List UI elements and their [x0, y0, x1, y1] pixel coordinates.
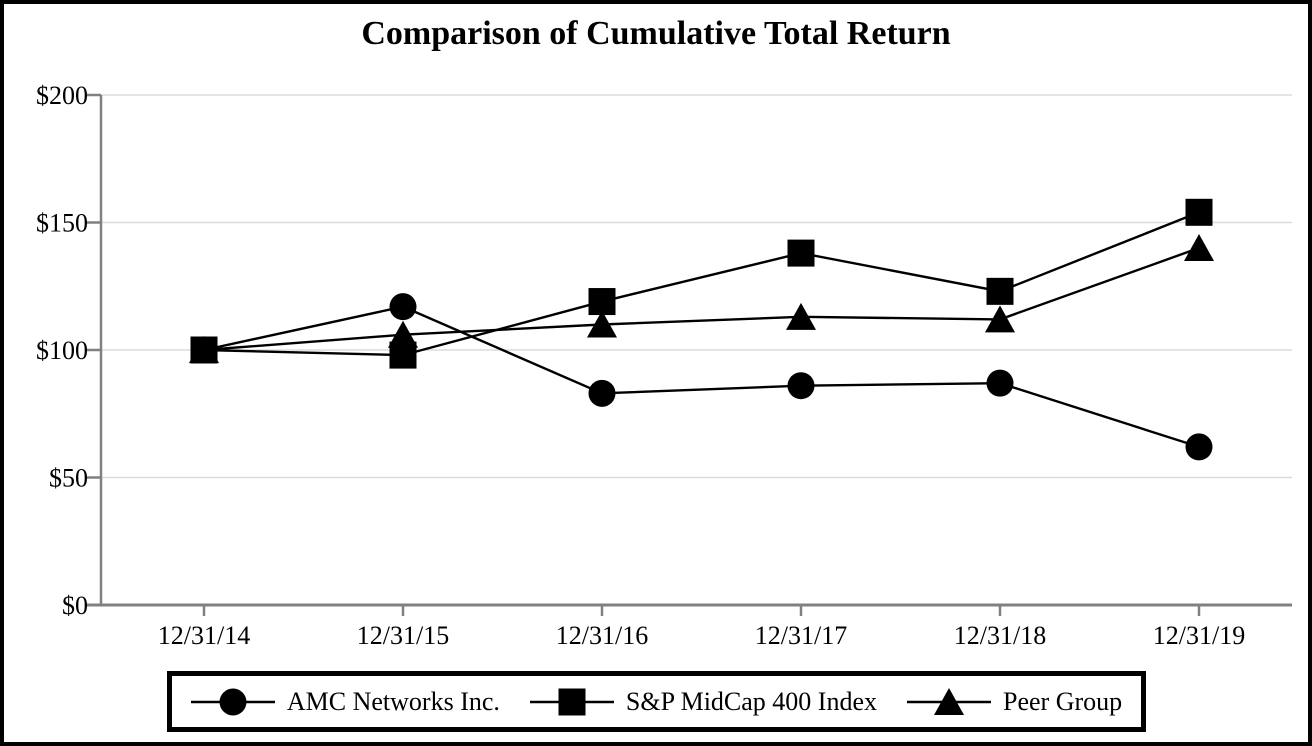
- chart-title: Comparison of Cumulative Total Return: [361, 15, 951, 52]
- circle-marker-12-31-15: [389, 293, 417, 321]
- square-glyph: [558, 688, 586, 715]
- square-marker-12-31-17: [787, 239, 815, 267]
- x-axis-label: 12/31/19: [1153, 621, 1245, 650]
- triangle-marker-icon: [907, 687, 991, 715]
- triangle-marker-12-31-16: [587, 310, 617, 338]
- circle-marker-icon: [190, 688, 275, 715]
- circle-marker-12-31-16: [588, 379, 616, 407]
- y-axis-label: $0: [62, 591, 88, 620]
- legend-label-peer-group: Peer Group: [1003, 686, 1123, 716]
- y-axis-label: $200: [36, 81, 88, 110]
- triangle-marker-12-31-18: [985, 305, 1015, 333]
- legend-label-sp-midcap: S&P MidCap 400 Index: [625, 686, 877, 716]
- triangle-glyph: [934, 687, 964, 715]
- square-marker-12-31-18: [986, 277, 1014, 305]
- series-line-s-p-midcap-400-index: [203, 211, 1200, 357]
- circle-marker-12-31-18: [986, 369, 1014, 397]
- circle-glyph: [219, 688, 247, 715]
- x-axis-label: 12/31/18: [954, 621, 1046, 650]
- legend-label-amc-networks: AMC Networks Inc.: [286, 686, 500, 716]
- legend-item-sp-midcap: S&P MidCap 400 Index: [529, 686, 877, 717]
- x-axis-label: 12/31/16: [556, 621, 648, 650]
- series-line-amc-networks-inc-: [203, 305, 1200, 449]
- triangle-marker-12-31-19: [1184, 234, 1214, 261]
- triangle-marker-12-31-17: [786, 302, 816, 330]
- square-marker-icon: [529, 688, 614, 715]
- circle-marker-12-31-19: [1185, 433, 1213, 461]
- triangle-marker-12-31-15: [388, 320, 418, 348]
- plot-area: $0 $50 $100 $150 $200 12/31/14 12/31/15 12/31/1…: [36, 81, 1292, 650]
- square-marker-12-31-19: [1185, 198, 1213, 226]
- legend: AMC Networks Inc. S&P MidCap 400 Index P…: [167, 671, 1146, 732]
- y-axis-label: $50: [49, 464, 88, 493]
- x-axis-label: 12/31/15: [357, 621, 449, 650]
- x-axis-label: 12/31/17: [755, 621, 847, 650]
- legend-item-amc-networks: AMC Networks Inc.: [190, 686, 500, 717]
- y-axis-label: $150: [36, 209, 88, 238]
- circle-marker-12-31-17: [787, 372, 815, 400]
- triangle-marker-12-31-14: [189, 336, 219, 363]
- legend-item-peer-group: Peer Group: [907, 687, 1122, 717]
- x-axis-label: 12/31/14: [158, 621, 250, 650]
- y-axis-label: $100: [36, 336, 88, 365]
- series-line-peer-group: [203, 246, 1200, 352]
